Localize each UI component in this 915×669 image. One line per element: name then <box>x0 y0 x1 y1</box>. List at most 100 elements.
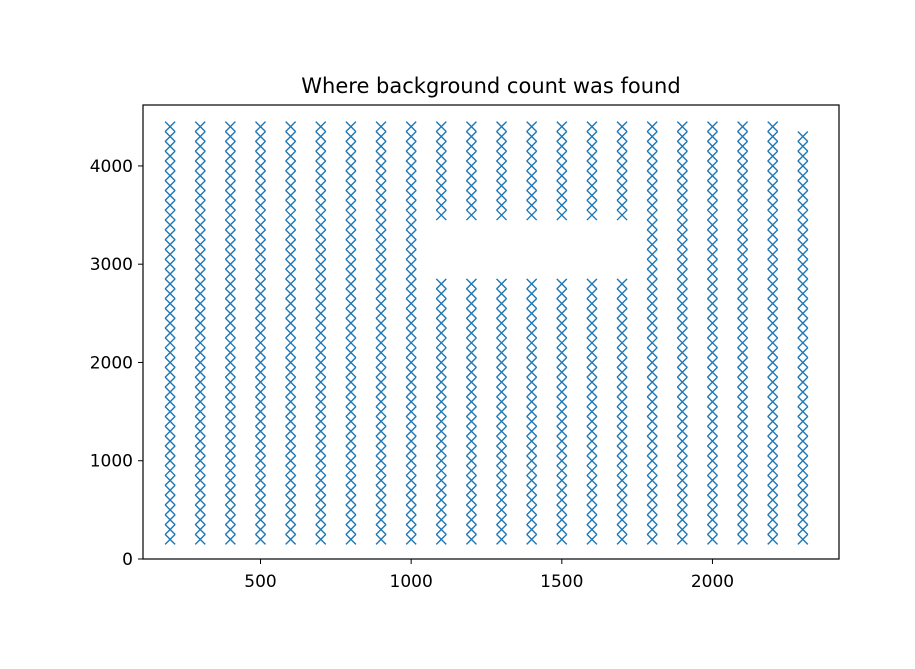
data-point <box>676 160 688 172</box>
data-point <box>224 533 236 545</box>
data-point <box>616 298 628 309</box>
data-point <box>616 170 628 182</box>
data-point <box>797 229 809 241</box>
data-point <box>646 337 658 349</box>
data-point <box>797 239 809 251</box>
data-point <box>465 455 477 467</box>
data-point <box>435 347 447 359</box>
data-point <box>646 258 658 270</box>
data-point <box>797 337 809 349</box>
data-point <box>375 288 387 300</box>
data-point <box>375 239 387 251</box>
y-tick-label: 2000 <box>90 353 133 373</box>
data-point <box>405 415 417 427</box>
data-point <box>737 199 749 211</box>
data-point <box>767 484 779 496</box>
data-point <box>616 160 628 172</box>
data-point <box>465 317 477 329</box>
data-point <box>435 199 447 211</box>
data-point <box>616 386 628 398</box>
data-point <box>465 484 477 496</box>
data-point <box>737 484 749 496</box>
data-point <box>285 337 297 349</box>
data-point <box>285 317 297 329</box>
data-point <box>285 160 297 172</box>
data-point <box>706 474 718 486</box>
data-point <box>255 455 267 467</box>
y-axis-ticks: 0 1000 2000 3000 4000 <box>90 157 143 570</box>
data-point <box>767 366 779 378</box>
data-point <box>496 209 508 221</box>
data-point <box>194 474 206 486</box>
data-point <box>737 121 749 133</box>
data-point <box>797 455 809 467</box>
data-point <box>676 307 688 319</box>
data-point <box>224 130 236 142</box>
data-point <box>405 514 417 526</box>
data-point <box>616 130 628 142</box>
data-point <box>616 533 628 545</box>
data-point <box>676 445 688 457</box>
data-point <box>194 425 206 437</box>
data-point <box>375 445 387 457</box>
data-point <box>737 435 749 447</box>
data-point <box>465 425 477 437</box>
data-point <box>706 307 718 319</box>
data-point <box>526 415 538 427</box>
data-point <box>315 219 327 231</box>
data-point <box>435 356 447 368</box>
data-point <box>435 160 447 172</box>
data-point <box>435 337 447 349</box>
data-point <box>616 465 628 477</box>
data-point <box>556 415 568 427</box>
data-point <box>255 209 267 221</box>
data-point <box>676 504 688 516</box>
data-point <box>405 209 417 221</box>
data-point <box>194 130 206 142</box>
data-point <box>405 396 417 408</box>
data-point <box>255 170 267 182</box>
data-point <box>255 356 267 368</box>
data-point <box>405 455 417 467</box>
data-point <box>616 209 628 221</box>
data-point <box>496 298 508 309</box>
data-point <box>285 435 297 447</box>
data-point <box>224 288 236 300</box>
data-point <box>375 337 387 349</box>
data-point <box>526 160 538 172</box>
data-point <box>164 248 176 260</box>
data-point <box>435 494 447 506</box>
data-point <box>465 327 477 339</box>
data-point <box>646 121 658 133</box>
data-point <box>797 298 809 309</box>
data-point <box>255 396 267 408</box>
data-point <box>496 524 508 536</box>
data-point <box>586 366 598 378</box>
data-point <box>285 130 297 142</box>
data-point <box>224 504 236 516</box>
data-point <box>164 425 176 437</box>
data-point <box>797 347 809 359</box>
data-point <box>224 514 236 526</box>
data-point <box>646 376 658 388</box>
y-tick-label: 4000 <box>90 157 133 177</box>
data-point <box>285 189 297 201</box>
data-point <box>345 121 357 133</box>
data-point <box>405 160 417 172</box>
data-point <box>194 396 206 408</box>
data-point <box>285 366 297 378</box>
data-point <box>496 504 508 516</box>
data-point <box>194 140 206 152</box>
data-point <box>345 396 357 408</box>
data-point <box>255 278 267 290</box>
data-point <box>586 337 598 349</box>
data-point <box>526 278 538 290</box>
data-point <box>405 189 417 201</box>
data-point <box>586 278 598 290</box>
data-point <box>767 524 779 536</box>
data-point <box>616 199 628 211</box>
data-point <box>496 180 508 192</box>
data-point <box>375 219 387 231</box>
data-point <box>255 406 267 418</box>
data-point <box>315 140 327 152</box>
